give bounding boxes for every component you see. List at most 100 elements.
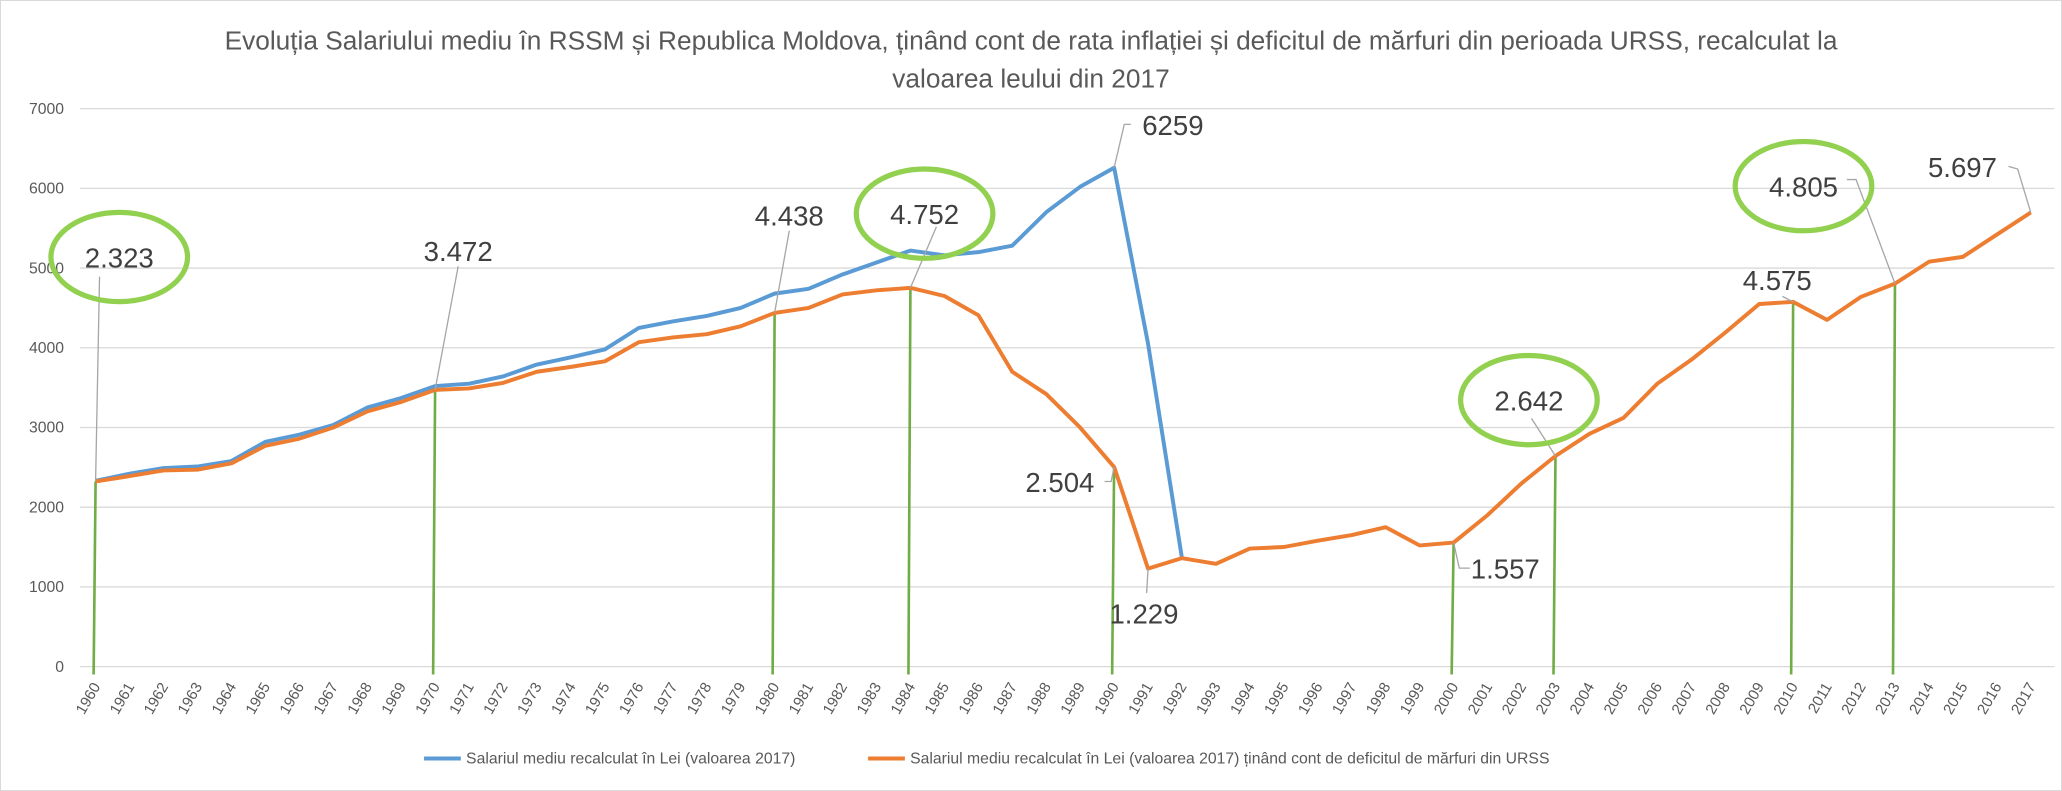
marker-line — [1552, 455, 1557, 675]
series-line-2 — [95, 210, 2032, 571]
x-tick-label: 1963 — [175, 680, 207, 718]
x-tick-label: 1974 — [548, 680, 580, 718]
legend-label-series-2: Salariul mediu recalculat în Lei (valoar… — [910, 751, 1549, 768]
y-tick-label: 4000 — [29, 340, 64, 357]
highlight-circle — [1732, 138, 1875, 234]
leader-line — [2008, 165, 2032, 213]
x-tick-label: 1981 — [786, 680, 818, 718]
x-tick-label: 1969 — [378, 680, 410, 718]
x-tick-label: 2000 — [1431, 680, 1463, 718]
x-tick-label: 1987 — [989, 680, 1021, 718]
chart-title-line-2: valoarea leului din 2017 — [892, 64, 1169, 94]
leader-line — [434, 266, 459, 390]
x-tick-label: 1980 — [752, 680, 784, 718]
marker-line — [92, 481, 97, 675]
x-tick-label: 1968 — [344, 680, 376, 718]
data-label: 4.805 — [1769, 172, 1838, 203]
x-tick-label: 1999 — [1397, 680, 1429, 718]
x-tick-label: 2012 — [1838, 680, 1870, 718]
x-tick-label: 2004 — [1567, 680, 1599, 718]
legend-label-series-1: Salariul mediu recalculat în Lei (valoar… — [466, 751, 795, 768]
leader-line — [1104, 466, 1115, 483]
x-tick-label: 1993 — [1193, 680, 1225, 718]
x-tick-label: 1996 — [1295, 680, 1327, 718]
x-tick-label: 1976 — [616, 680, 648, 718]
x-tick-label: 1992 — [1159, 680, 1191, 718]
leader-line — [773, 230, 790, 313]
x-tick-label: 1995 — [1261, 680, 1293, 718]
x-tick-label: 1979 — [718, 680, 750, 718]
marker-line — [1789, 301, 1795, 675]
x-tick-label: 1983 — [854, 680, 886, 718]
x-tick-label: 1966 — [276, 680, 308, 718]
x-tick-label: 2009 — [1736, 680, 1768, 718]
data-label: 2.504 — [1025, 467, 1094, 498]
y-tick-label: 2000 — [29, 499, 64, 516]
highlight-circle — [1457, 352, 1600, 448]
x-tick-label: 1960 — [73, 680, 105, 718]
x-tick-label: 1962 — [141, 680, 173, 718]
x-tick-label: 1964 — [209, 680, 241, 718]
x-tick-label: 2007 — [1668, 680, 1700, 718]
x-tick-label: 2017 — [2008, 680, 2040, 718]
leader-line — [1113, 123, 1131, 168]
x-tick-label: 1972 — [480, 680, 512, 718]
x-tick-label: 1998 — [1363, 680, 1395, 718]
marker-line — [431, 389, 437, 675]
x-tick-label: 1961 — [107, 680, 139, 718]
data-label: 4.438 — [755, 201, 824, 232]
y-tick-label: 6000 — [29, 181, 64, 198]
leader-line — [1782, 295, 1794, 303]
x-tick-label: 2011 — [1805, 680, 1836, 717]
x-tick-label: 1965 — [243, 680, 275, 718]
x-tick-label: 1997 — [1329, 680, 1361, 718]
marker-line — [907, 287, 912, 675]
marker-line — [1891, 283, 1897, 675]
x-tick-label: 2010 — [1770, 680, 1802, 718]
x-tick-label: 2005 — [1601, 680, 1633, 718]
leader-line — [94, 276, 101, 482]
x-tick-label: 1975 — [582, 680, 614, 718]
leader-line — [1452, 542, 1470, 569]
data-label: 2.323 — [85, 243, 154, 274]
data-label: 4.575 — [1743, 265, 1812, 296]
x-tick-label: 2002 — [1499, 680, 1531, 718]
highlight-circle — [48, 209, 191, 305]
x-tick-label: 2008 — [1702, 680, 1734, 718]
leader-line — [1846, 178, 1896, 284]
x-tick-label: 1982 — [820, 680, 852, 718]
x-tick-label: 1988 — [1023, 680, 1055, 718]
legend: Salariul mediu recalculat în Lei (valoar… — [424, 751, 1549, 768]
data-label: 2.642 — [1494, 386, 1563, 417]
x-tick-label: 1970 — [412, 680, 444, 718]
x-tick-label: 1978 — [684, 680, 716, 718]
data-label: 5.697 — [1928, 152, 1997, 183]
series-line-1 — [95, 165, 1184, 559]
x-tick-label: 1994 — [1227, 680, 1259, 718]
data-label: 1.557 — [1471, 554, 1540, 585]
data-label: 3.472 — [424, 236, 493, 267]
highlight-circle — [853, 166, 996, 261]
x-tick-label: 1973 — [514, 680, 546, 718]
y-tick-label: 1000 — [29, 579, 64, 596]
data-label: 6259 — [1142, 110, 1203, 141]
marker-line — [1110, 466, 1116, 675]
chart-title-line-1: Evoluția Salariului mediu în RSSM și Rep… — [225, 26, 1838, 56]
leader-line — [1145, 568, 1149, 594]
x-tick-label: 2006 — [1635, 680, 1667, 718]
x-tick-label: 2014 — [1906, 680, 1938, 718]
x-tick-label: 1986 — [956, 680, 988, 718]
x-tick-label: 1977 — [650, 680, 682, 718]
x-tick-label: 2015 — [1940, 680, 1972, 718]
x-tick-label: 2016 — [1974, 680, 2006, 718]
x-tick-label: 2013 — [1872, 680, 1904, 718]
x-tick-label: 1971 — [446, 680, 478, 718]
x-tick-label: 1984 — [888, 680, 920, 718]
marker-line — [1450, 542, 1455, 675]
x-tick-label: 2003 — [1533, 680, 1565, 718]
x-tick-label: 1989 — [1057, 680, 1089, 718]
data-label: 4.752 — [890, 199, 959, 230]
leader-line — [1530, 418, 1557, 457]
x-tick-label: 1990 — [1091, 680, 1123, 718]
